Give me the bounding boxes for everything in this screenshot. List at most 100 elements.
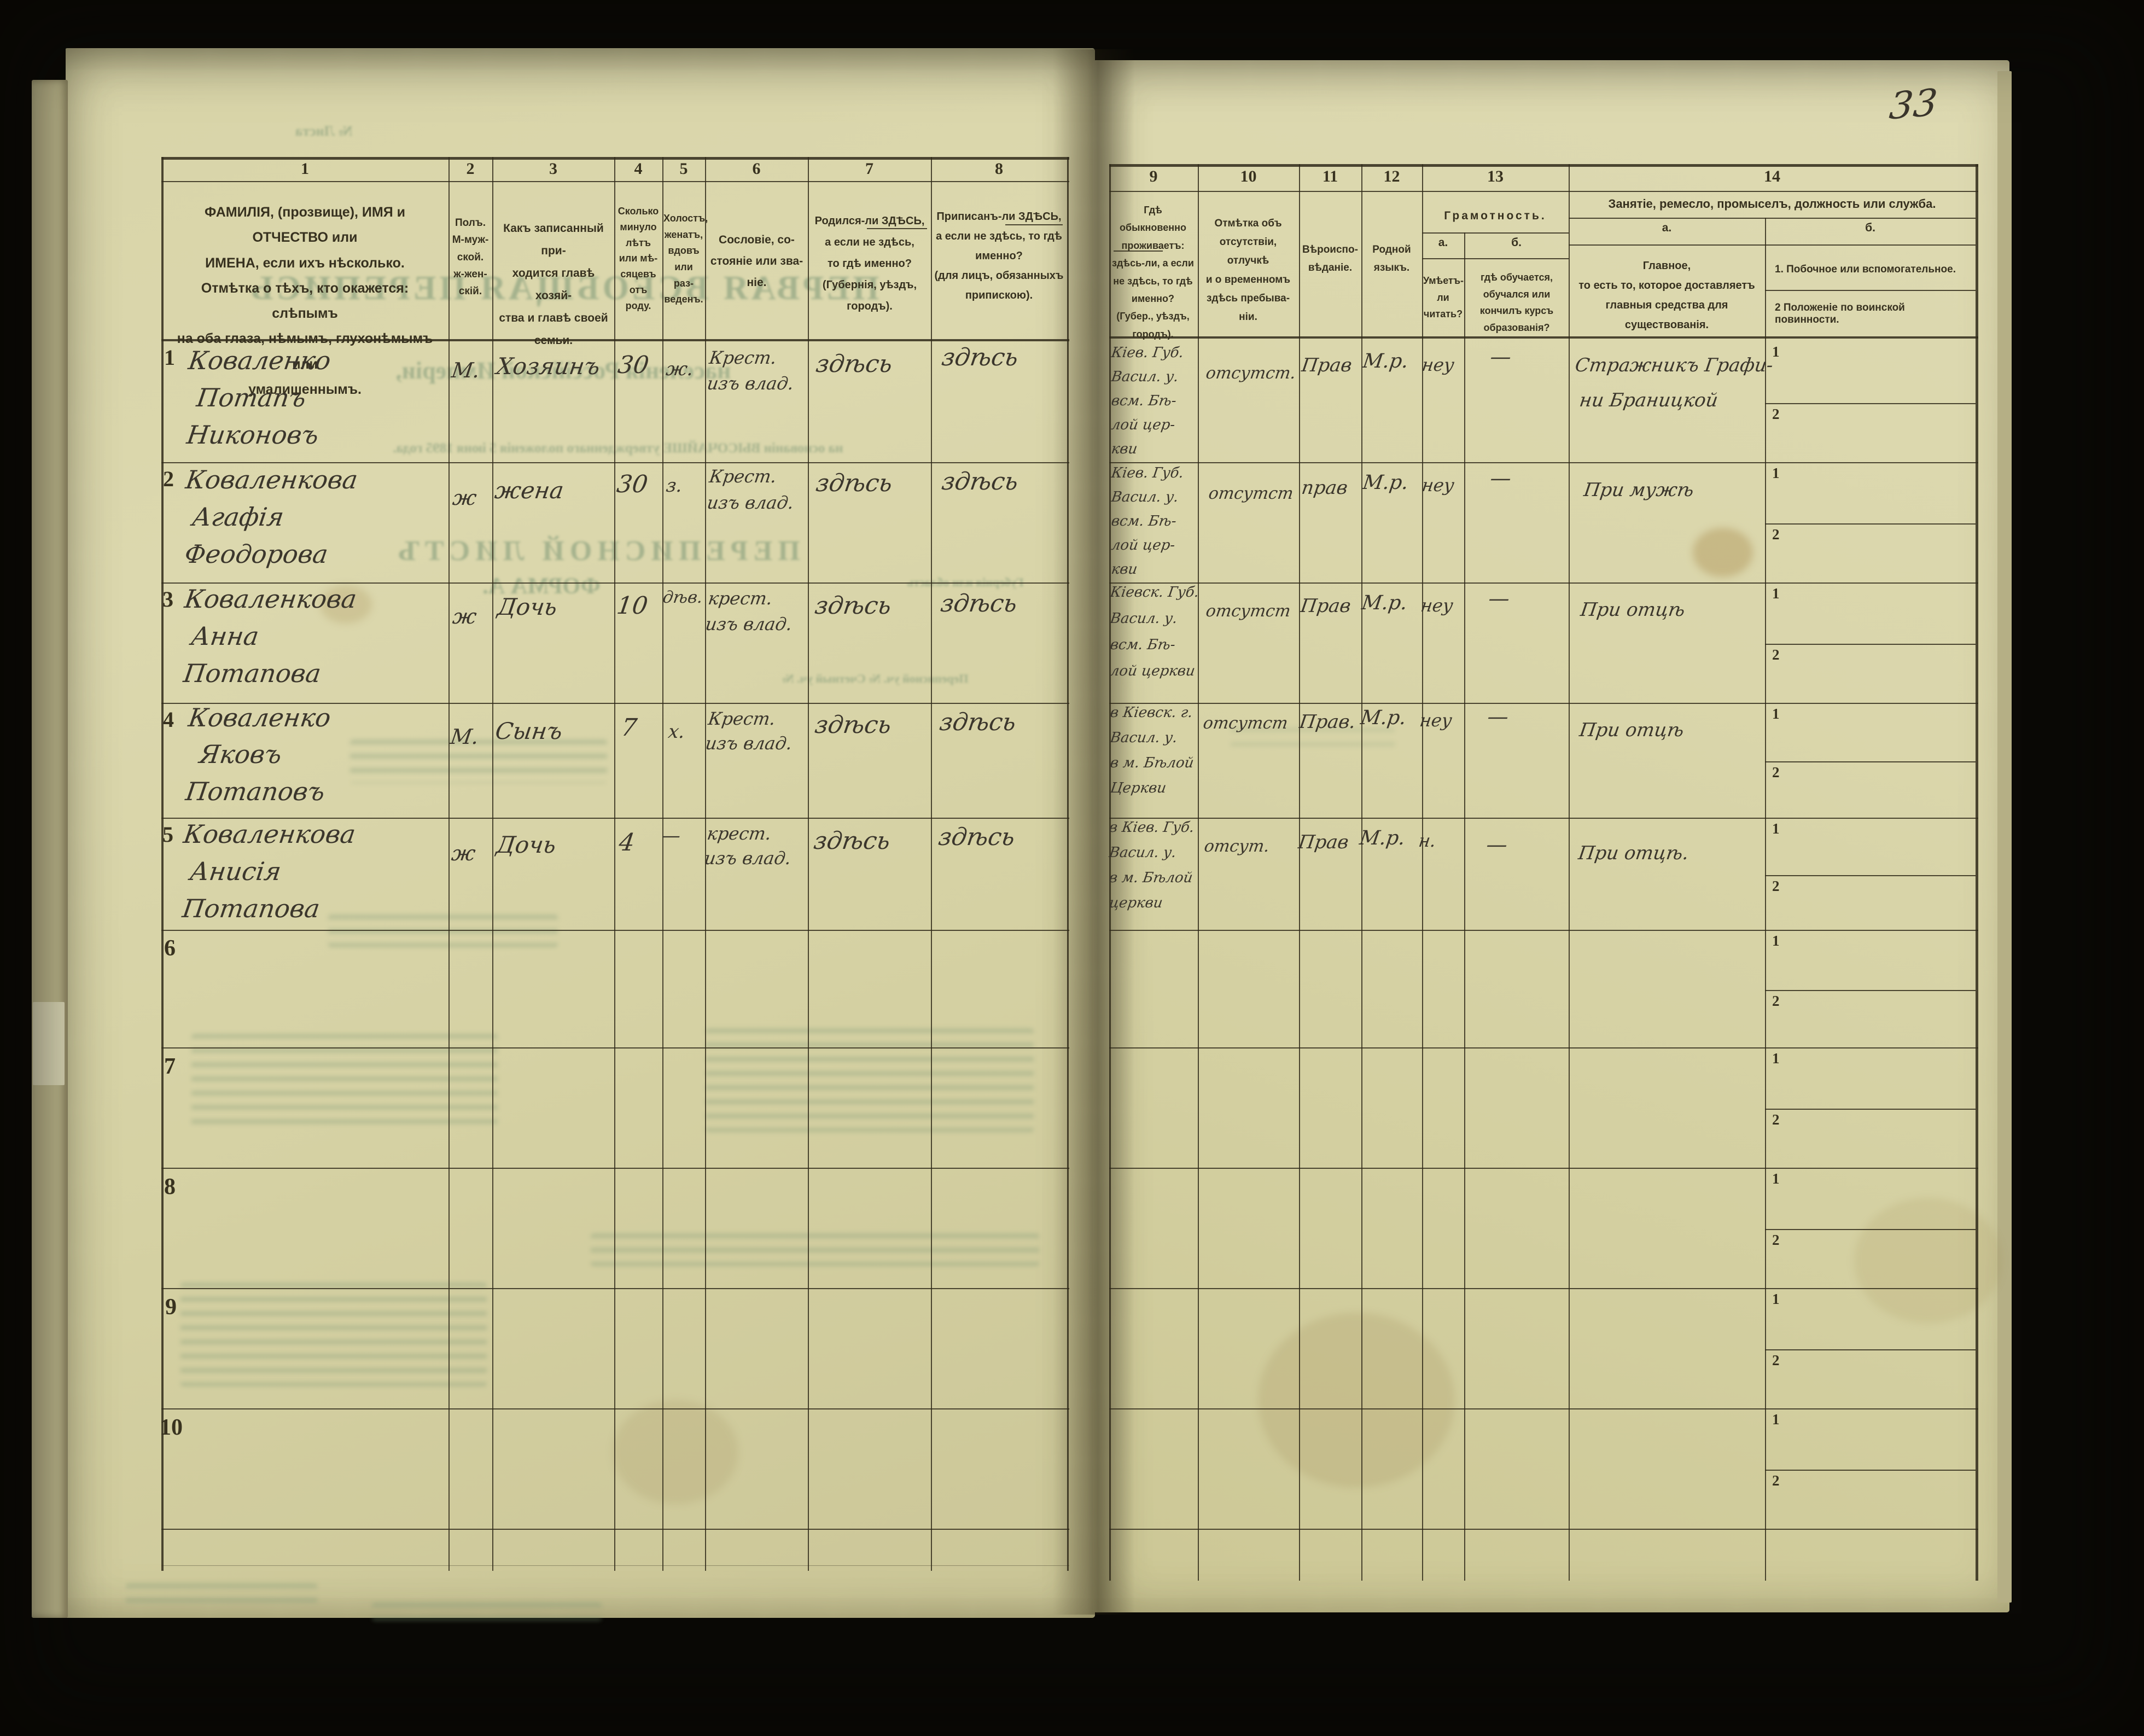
grid-line: [1109, 1288, 1978, 1289]
entry-birthplace: здѣсь: [812, 827, 892, 855]
grid-line: [492, 157, 493, 1571]
entry-language: М.р.: [1360, 592, 1409, 614]
header-education: гдѣ обучается, обучался или кончилъ курс…: [1479, 272, 1554, 333]
row-number: 8: [164, 1174, 176, 1199]
subcell-number: 1: [1772, 585, 1780, 602]
row-number: 4: [163, 707, 174, 732]
grid-line: [1765, 218, 1766, 1581]
bleedthrough-smudge: [591, 1233, 1039, 1266]
entry-relation: Сынъ: [493, 718, 564, 744]
entry-patronymic: Потапова: [180, 894, 322, 923]
entry-sex: ж: [451, 486, 479, 510]
grid-line: [1067, 157, 1069, 1571]
grid-line: [1765, 1109, 1976, 1110]
entry-age: 30: [616, 351, 651, 379]
entry-occupation: Стражникъ Графи-: [1574, 354, 1775, 376]
grid-line: [1765, 290, 1976, 291]
entry-marital: х.: [667, 721, 686, 743]
entry-surname: Коваленко: [187, 346, 333, 375]
entry-relation: Дочь: [496, 593, 559, 620]
col-number: 12: [1383, 167, 1400, 185]
entry-birthplace: здѣсь: [814, 350, 894, 378]
grid-line: [1765, 761, 1976, 762]
entry-surname: Коваленкова: [184, 465, 360, 494]
entry-estate: Крест.: [708, 466, 778, 487]
entry-education: —: [1485, 704, 1511, 729]
entry-education: —: [1487, 586, 1512, 610]
grid-line: [448, 157, 450, 1571]
grid-line: [1109, 1047, 1978, 1048]
grid-line: [1109, 1168, 1978, 1169]
header-age: Сколько минуло лѣтъ или мѣ- сяцевъ отъ р…: [617, 206, 659, 311]
subcell-number: 1: [1772, 1170, 1780, 1187]
header-religion: Вѣроиспо- вѣданіе.: [1302, 244, 1358, 274]
subcell-number: 1: [1772, 706, 1780, 722]
entry-residence: кви: [1110, 441, 1139, 457]
subcell-number: 2: [1772, 406, 1780, 422]
header-occupation-b-label: б.: [1865, 222, 1875, 234]
entry-registration: здѣсь: [940, 343, 1020, 371]
page-number: 33: [1887, 81, 1939, 129]
entry-firstname: Агафія: [190, 502, 286, 532]
entry-residence: Васил. у.: [1110, 369, 1180, 385]
grid-line: [161, 157, 1069, 160]
col-number: 3: [549, 160, 557, 178]
entry-language: М.р.: [1359, 707, 1408, 729]
header-occupation-group: Занятіе, ремесло, промыселъ, должность и…: [1608, 197, 1936, 211]
subcell-number: 1: [1772, 1050, 1780, 1067]
row-number: 1: [164, 345, 175, 370]
header-military-status: 2 Положеніе по воинской повинности.: [1775, 302, 1905, 325]
grid-line: [161, 1529, 1069, 1530]
grid-line: [161, 181, 1069, 182]
col-number: 6: [752, 160, 761, 178]
header-occupation-main: Главное, то есть то, которое доставляетъ…: [1578, 260, 1755, 331]
entry-education: —: [1484, 832, 1510, 857]
entry-patronymic: Потаповъ: [184, 777, 327, 806]
entry-firstname: Анна: [189, 621, 261, 651]
stain: [1693, 528, 1753, 577]
page-stack-edge: [32, 80, 68, 1618]
right-page-edge: [1997, 71, 2012, 1603]
col-number: 1: [301, 160, 309, 178]
entry-birthplace: здѣсь: [813, 711, 893, 739]
subcell-number: 1: [1772, 933, 1780, 949]
grid-line: [662, 157, 663, 1571]
subcell-number: 2: [1772, 878, 1780, 894]
grid-line: [1765, 875, 1976, 876]
grid-line: [1569, 244, 1976, 246]
row-number: 3: [162, 587, 173, 611]
header-sex: Полъ. М-муж- ской. ж-жен- скій.: [452, 217, 489, 298]
grid-line: [1198, 164, 1199, 1581]
header-literacy-group: Грамотность.: [1444, 209, 1547, 222]
header-occupation-side: 1. Побочное или вспомогательное.: [1775, 264, 1956, 275]
col-number: 4: [634, 160, 643, 178]
grid-line: [1109, 703, 1978, 704]
entry-estate: Крест.: [708, 347, 778, 368]
bleedthrough-sheet-title: ПЕРЕПИСНОЙ ЛИСТЪ: [392, 535, 800, 567]
header-name-column: ФАМИЛІЯ, (прозвище), ИМЯ и ОТЧЕСТВО или …: [177, 205, 433, 397]
subcell-number: 2: [1772, 1472, 1780, 1489]
entry-occupation: ни Браницкой: [1578, 389, 1720, 411]
col-number: 5: [679, 160, 688, 178]
row-number: 5: [162, 822, 173, 847]
entry-occupation: При мужѣ: [1582, 479, 1696, 501]
header-estate: Сословіе, со- стояніе или зва- ніе.: [710, 234, 803, 289]
entry-absence: отсутст.: [1204, 364, 1297, 383]
col-number: 13: [1487, 167, 1504, 185]
grid-line: [1109, 582, 1978, 584]
grid-line: [1109, 462, 1978, 463]
photo-corner-shadow: [32, 48, 66, 80]
stain: [320, 585, 372, 624]
grid-line: [1109, 336, 1978, 339]
entry-residence: Васил. у.: [1110, 489, 1180, 505]
entry-occupation: При отцѣ.: [1577, 842, 1691, 864]
row-number: 7: [164, 1054, 176, 1079]
entry-estate: изъ влад.: [706, 492, 795, 513]
entry-can-read: неу: [1418, 710, 1454, 731]
entry-religion: Прав: [1299, 595, 1353, 617]
entry-religion: Прав: [1297, 831, 1350, 853]
row-number: 6: [164, 936, 176, 961]
grid-line: [1765, 403, 1976, 404]
grid-line: [808, 157, 809, 1571]
